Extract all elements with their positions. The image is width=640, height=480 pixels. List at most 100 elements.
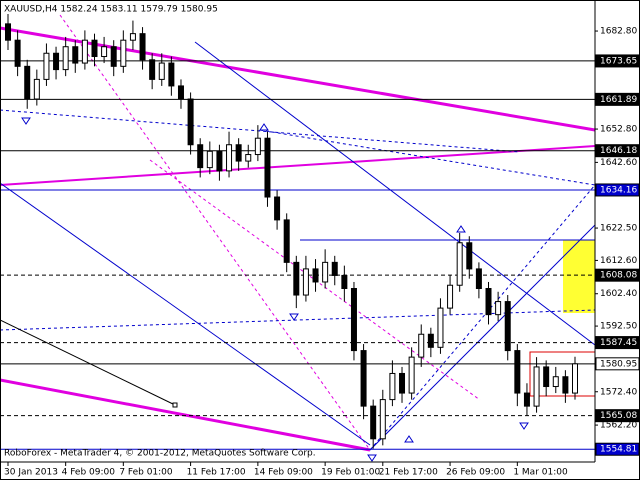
y-tick-label: 1652.80 (600, 125, 637, 135)
candle-body (216, 150, 223, 172)
x-tick-label: 30 Jan 2013 (4, 468, 58, 478)
candle-body (264, 137, 271, 198)
candle-body (293, 261, 300, 296)
level-box (595, 183, 640, 197)
x-tick-label: 1 Mar 01:00 (513, 468, 568, 478)
candle-body (81, 39, 88, 64)
trend-line (59, 14, 371, 451)
candle-body (235, 144, 242, 162)
candle-body (158, 62, 165, 80)
candle-body (485, 288, 492, 316)
candle-body (274, 196, 281, 221)
candle-body (427, 333, 434, 348)
level-box (595, 442, 640, 456)
y-tick-label: 1572.40 (600, 387, 637, 397)
trend-line (369, 184, 596, 451)
candle-body (302, 268, 309, 296)
candle-body (254, 137, 261, 156)
candle-body (456, 242, 463, 286)
level-box (595, 144, 640, 158)
level-label: 1587.45 (600, 338, 637, 348)
candle-body (399, 372, 406, 394)
fractal-markers (21, 117, 529, 462)
candle-body (206, 150, 213, 169)
candle-body (322, 261, 329, 283)
x-tick-label: 7 Feb 01:00 (119, 468, 173, 478)
candle-body (72, 46, 79, 64)
candle-body (523, 392, 530, 407)
y-tick-label: 1562.20 (600, 421, 637, 431)
level-box (595, 92, 640, 106)
candle-body (101, 46, 108, 58)
y-tick-label: 1622.50 (600, 224, 637, 234)
y-tick-label: 1592.50 (600, 322, 637, 332)
candle-body (91, 39, 98, 58)
x-tick-label: 21 Feb 17:00 (379, 468, 438, 478)
level-label: 1580.95 (600, 359, 637, 369)
candle-body (5, 23, 11, 41)
candle-body (197, 144, 204, 169)
trend-line (259, 129, 596, 186)
level-box (595, 357, 640, 371)
footer: RoboForex - MetaTrader 4, © 2001-2012, M… (4, 449, 316, 459)
x-tick-label: 19 Feb 01:00 (321, 468, 380, 478)
y-tick-label: 1602.40 (600, 289, 637, 299)
candle-body (187, 98, 194, 146)
candle-body (129, 33, 136, 41)
level-label: 1634.16 (600, 185, 637, 195)
candle-body (360, 350, 367, 407)
candle-body (562, 376, 569, 394)
trend-line (369, 224, 596, 451)
x-tick-label: 4 Feb 09:00 (62, 468, 116, 478)
y-tick-label: 1682.80 (600, 27, 637, 37)
chart-title: XAUUSD,H4 1582.24 1583.11 1579.79 1580.9… (4, 5, 218, 15)
candle-body (552, 376, 559, 388)
level-box (595, 268, 640, 282)
level-label: 1673.65 (600, 56, 637, 66)
level-box (595, 54, 640, 68)
y-tick-label: 1642.60 (600, 158, 637, 168)
plot (0, 14, 595, 450)
level-label: 1661.89 (600, 95, 637, 105)
candle-body (24, 65, 31, 100)
candle-body (177, 85, 184, 100)
candle-body (53, 52, 60, 71)
candle-body (33, 78, 40, 100)
candle-body (341, 274, 348, 290)
candle-body (572, 363, 578, 394)
candle-body (447, 284, 454, 309)
x-tick-label: 14 Feb 09:00 (254, 468, 313, 478)
candle-body (437, 307, 444, 348)
trend-line (0, 182, 371, 446)
trend-line (0, 26, 596, 132)
candle-body (283, 219, 290, 263)
candle-body (466, 242, 473, 270)
candle-body (226, 144, 233, 172)
candle-body (418, 333, 425, 358)
candle-body (495, 301, 502, 316)
candle-body (149, 59, 156, 80)
level-box (595, 409, 640, 423)
candle-body (504, 301, 511, 352)
candle-body (379, 399, 386, 440)
candle-body (245, 154, 252, 162)
candle-body (120, 39, 127, 67)
trend-line (0, 378, 371, 452)
candle-body (408, 356, 415, 394)
level-label: 1646.18 (600, 146, 637, 156)
trend-line (0, 319, 176, 406)
trend-line (194, 41, 596, 346)
level-box (595, 336, 640, 350)
trend-line (0, 109, 521, 153)
level-label: 1554.81 (600, 445, 637, 455)
x-tick-label: 11 Feb 17:00 (187, 468, 246, 478)
y-tick-label: 1612.60 (600, 256, 637, 266)
candle-body (475, 268, 482, 290)
candle-body (139, 33, 146, 61)
candle-body (110, 46, 117, 67)
level-label: 1608.08 (600, 271, 637, 281)
candle-body (62, 46, 69, 71)
candle-body (14, 39, 21, 67)
